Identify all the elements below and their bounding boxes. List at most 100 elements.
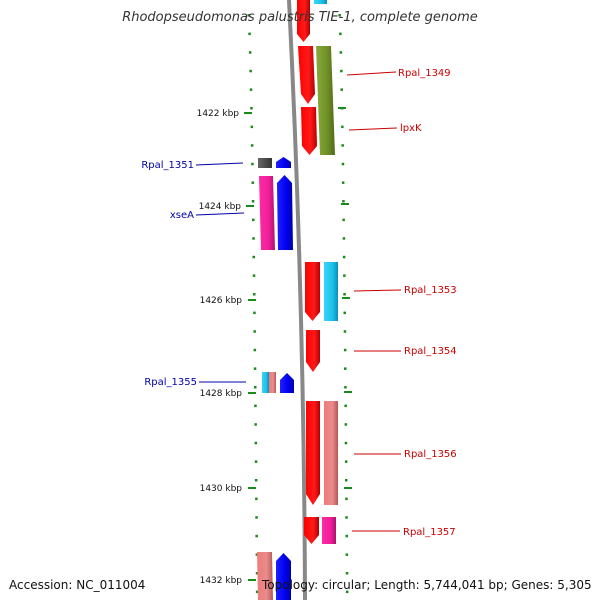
gene-top-cyan-partial[interactable] xyxy=(314,0,327,4)
label-rpal-1356[interactable]: Rpal_1356 xyxy=(354,449,457,460)
guide-dot xyxy=(342,255,346,259)
gene-rpal-1357-magenta[interactable] xyxy=(322,517,336,544)
guide-dot xyxy=(340,69,343,73)
guide-dot xyxy=(341,162,345,166)
guide-dot xyxy=(343,311,346,315)
guide-dot xyxy=(251,181,254,184)
accession-text: Accession: NC_011004 xyxy=(9,578,146,592)
gene-rpal-1351-gray[interactable] xyxy=(258,158,272,168)
guide-dot xyxy=(345,590,349,594)
gene-label[interactable]: Rpal_1353 xyxy=(404,285,457,296)
gene-top-red-partial[interactable] xyxy=(297,0,310,42)
genome-title: Rhodopseudomonas palustris TIE-1, comple… xyxy=(122,10,478,25)
guide-dot xyxy=(253,330,256,333)
gene-rpal-1356-pink[interactable] xyxy=(324,401,338,505)
gene-rpal-1349-olive[interactable] xyxy=(316,46,335,155)
guide-dot xyxy=(345,572,349,575)
guide-dot xyxy=(248,32,251,36)
guide-dot xyxy=(250,125,254,129)
guide-dot xyxy=(339,32,342,36)
gene-rpal-1355-blue[interactable] xyxy=(280,373,294,393)
guide-dot xyxy=(254,460,258,463)
guide-dot xyxy=(252,218,255,222)
guide-dot xyxy=(254,386,257,389)
gene-rpal-1355-cyan[interactable] xyxy=(262,372,269,393)
guide-dot xyxy=(254,441,258,445)
guide-dot xyxy=(344,367,347,370)
tick-dots-right xyxy=(338,14,349,594)
scale-label: 1424 kbp xyxy=(199,202,242,212)
gene-label[interactable]: Rpal_1357 xyxy=(403,527,456,538)
gene-bottom-pink-partial[interactable] xyxy=(257,552,273,600)
guide-dot xyxy=(345,516,348,519)
gene-xsea-blue[interactable] xyxy=(277,175,293,250)
guide-dot xyxy=(253,348,257,352)
guide-dot xyxy=(342,200,345,203)
scale-1426: 1426 kbp xyxy=(200,296,256,306)
label-rpal-1349[interactable]: Rpal_1349 xyxy=(346,68,451,79)
gene-rpal-1355-pink[interactable] xyxy=(269,372,276,393)
guide-dot xyxy=(338,14,341,17)
guide-dot xyxy=(255,572,259,575)
guide-dot xyxy=(249,88,253,91)
guide-dot xyxy=(344,441,348,445)
label-rpal-1354[interactable]: Rpal_1354 xyxy=(354,346,457,357)
label-rpal-1357[interactable]: Rpal_1357 xyxy=(352,527,456,538)
gene-rpal-1357-red[interactable] xyxy=(304,517,319,544)
label-lpxk[interactable]: lpxK xyxy=(348,123,422,134)
gene-rpal-1353-red[interactable] xyxy=(305,262,320,321)
scale-label: 1430 kbp xyxy=(200,484,243,494)
guide-dot xyxy=(255,516,258,519)
gene-label[interactable]: Rpal_1356 xyxy=(404,449,457,460)
scale-1424: 1424 kbp xyxy=(199,202,254,212)
guide-dot xyxy=(254,423,257,426)
scale-label: 1428 kbp xyxy=(200,389,243,399)
guide-dot xyxy=(341,125,344,129)
gene-label[interactable]: Rpal_1355 xyxy=(144,377,197,388)
gene-rpal-1356-red[interactable] xyxy=(306,401,320,505)
guide-dot xyxy=(247,14,250,17)
guide-dot xyxy=(345,534,348,538)
guide-dot xyxy=(252,274,256,277)
guide-dot xyxy=(343,330,347,333)
scale-1430: 1430 kbp xyxy=(200,484,256,494)
guide-dot xyxy=(343,348,347,352)
guide-dot xyxy=(248,51,252,54)
scale-label: 1422 kbp xyxy=(197,109,240,119)
guide-dot xyxy=(345,497,348,501)
gene-xsea-magenta[interactable] xyxy=(259,176,275,250)
guide-dot xyxy=(253,311,256,315)
scale-label: 1426 kbp xyxy=(200,296,243,306)
label-xsea[interactable]: xseA xyxy=(170,210,245,221)
guide-dot xyxy=(342,218,345,222)
gene-rpal-1351-blue[interactable] xyxy=(276,157,291,168)
guide-dot xyxy=(253,367,257,370)
gene-label[interactable]: Rpal_1354 xyxy=(404,346,457,357)
gene-label[interactable]: Rpal_1349 xyxy=(398,68,451,79)
gene-rpal-1353-cyan[interactable] xyxy=(324,262,338,321)
guide-dot xyxy=(342,237,346,240)
guide-dot xyxy=(255,497,258,501)
guide-dot xyxy=(254,404,257,408)
guide-dot xyxy=(345,479,348,482)
gene-lpxk[interactable] xyxy=(301,107,317,155)
gene-label[interactable]: lpxK xyxy=(400,123,422,134)
guide-dot xyxy=(344,404,347,408)
guide-dot xyxy=(344,386,347,389)
guide-dot xyxy=(339,51,343,54)
gene-rpal-1349-red[interactable] xyxy=(298,46,315,104)
scale-1432: 1432 kbp xyxy=(200,576,256,586)
guide-dot xyxy=(255,534,258,538)
gene-rpal-1354[interactable] xyxy=(306,330,320,372)
gene-bottom-blue-partial[interactable] xyxy=(276,553,291,600)
guide-dot xyxy=(344,423,348,426)
label-rpal-1355[interactable]: Rpal_1355 xyxy=(144,377,246,388)
guide-dot xyxy=(345,553,349,556)
guide-dot xyxy=(341,181,345,184)
guide-dot xyxy=(341,144,344,147)
guide-dot xyxy=(343,274,346,277)
gene-label[interactable]: xseA xyxy=(170,210,194,221)
label-rpal-1353[interactable]: Rpal_1353 xyxy=(353,285,457,296)
gene-label[interactable]: Rpal_1351 xyxy=(141,160,194,171)
label-rpal-1351[interactable]: Rpal_1351 xyxy=(141,160,244,171)
